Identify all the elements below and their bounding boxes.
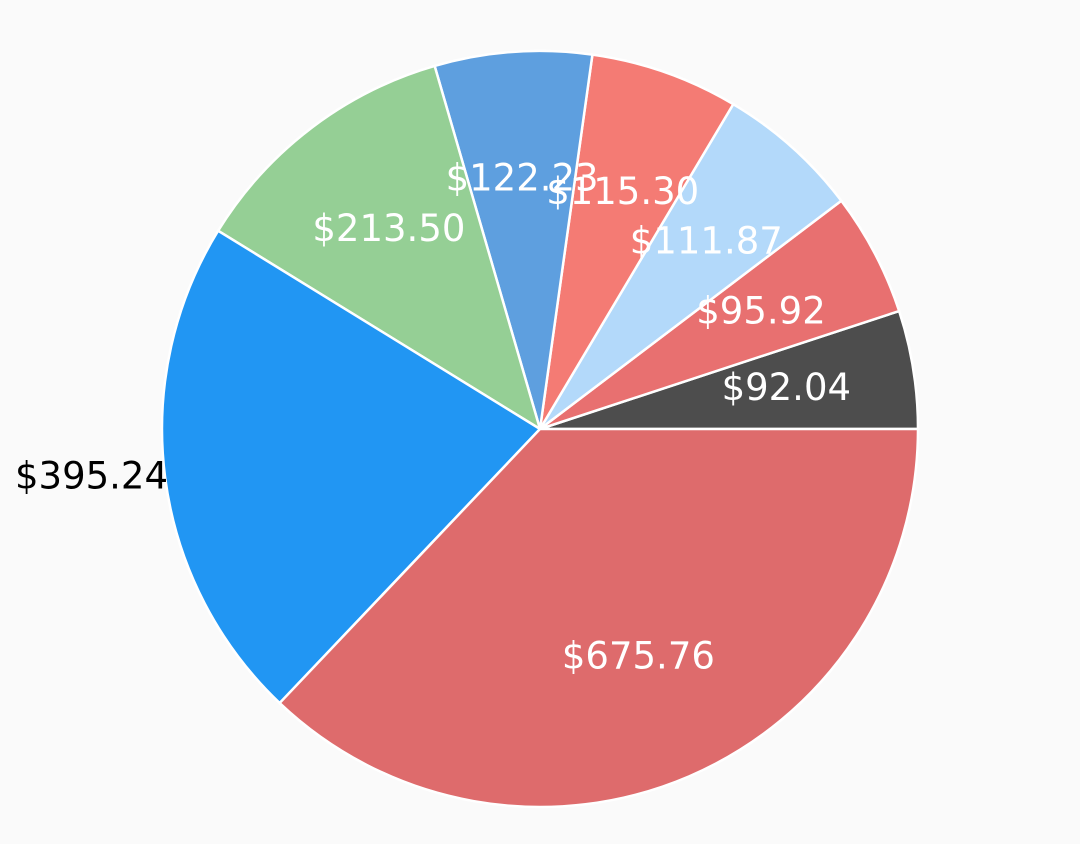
pie-label-5: $213.50 [312, 207, 465, 250]
pie-label-6: $395.24 [15, 454, 168, 497]
pie-slice-5 [216, 64, 543, 432]
pie-labels: $92.04 $95.92 $111.87 $115.30$122.23 $213.50… [15, 157, 851, 678]
pie-label-3: $115.30 [546, 170, 699, 213]
pie-label-2: $111.87 [630, 220, 783, 263]
pie-label-4: $122.23 [446, 157, 599, 200]
pie-slice-3 [538, 53, 736, 430]
pie-slice-6 [160, 229, 542, 705]
pie-slices [160, 49, 920, 809]
pie-slice-2 [538, 102, 844, 430]
pie-label-0: $92.04 [722, 366, 851, 409]
pie-label-7: $675.76 [562, 635, 715, 678]
pie-slice-7 [277, 427, 920, 809]
pie-slice-4 [433, 49, 594, 430]
pie-label-1: $95.92 [696, 290, 825, 333]
